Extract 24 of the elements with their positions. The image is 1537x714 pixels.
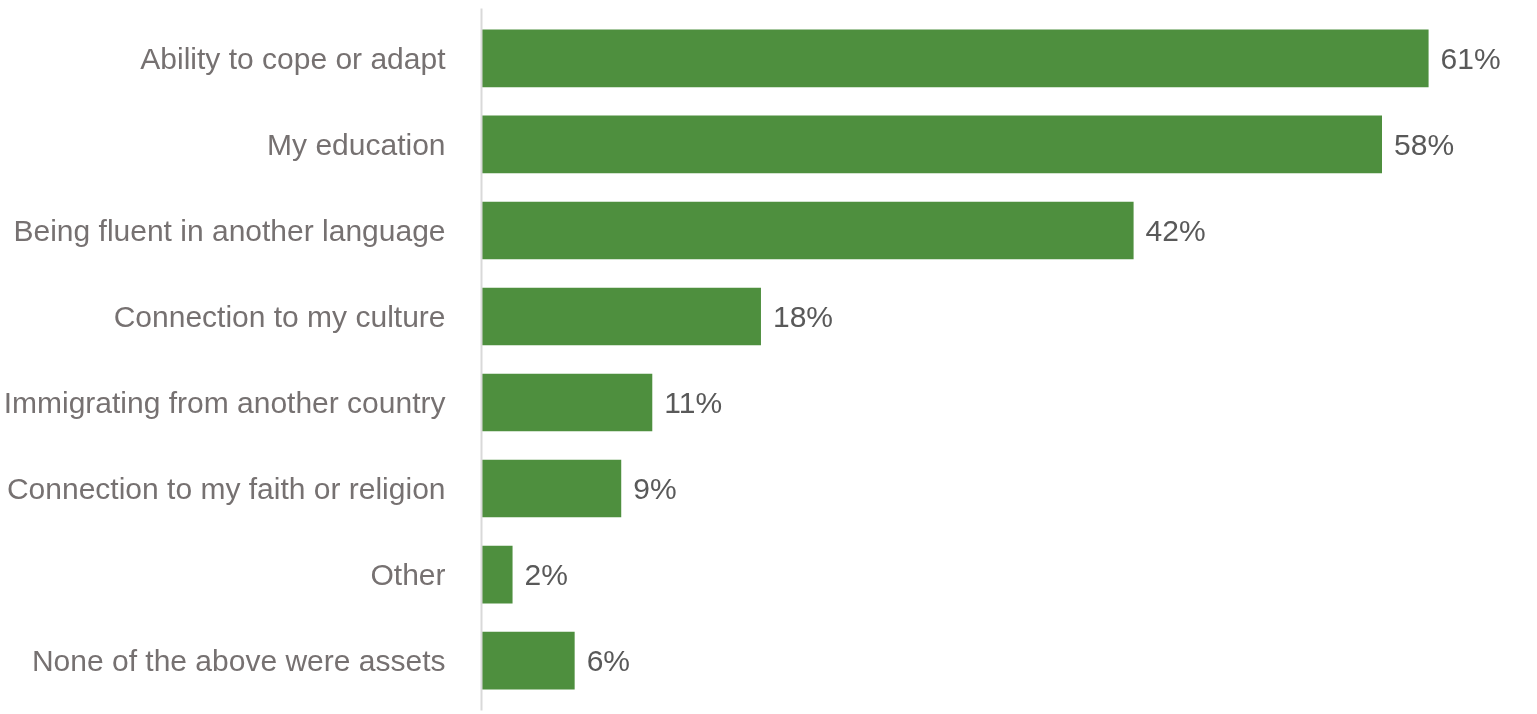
y-tick-label: Other	[370, 558, 446, 592]
y-tick-label: Immigrating from another country	[3, 386, 446, 420]
data-label: 58%	[1394, 127, 1455, 161]
data-label: 11%	[664, 386, 723, 420]
bar	[481, 373, 653, 432]
data-label: 61%	[1440, 41, 1501, 75]
data-label: 6%	[586, 644, 631, 678]
y-tick-label: None of the above were assets	[31, 644, 446, 678]
y-tick-label: My education	[267, 127, 446, 161]
y-tick-label: Ability to cope or adapt	[140, 41, 447, 75]
y-tick-label: Connection to my faith or religion	[6, 472, 446, 506]
data-label: 42%	[1145, 213, 1206, 247]
bar	[481, 545, 513, 604]
y-tick-label: Connection to my culture	[113, 299, 446, 333]
bar	[481, 631, 575, 690]
bar	[481, 115, 1383, 174]
data-label: 18%	[772, 299, 834, 333]
data-label: 9%	[633, 472, 677, 506]
data-label: 2%	[524, 558, 568, 592]
bar	[481, 459, 622, 518]
y-tick-label: Being fluent in another language	[13, 213, 446, 247]
bar	[481, 287, 761, 346]
bar	[481, 29, 1429, 88]
bar	[481, 201, 1134, 260]
